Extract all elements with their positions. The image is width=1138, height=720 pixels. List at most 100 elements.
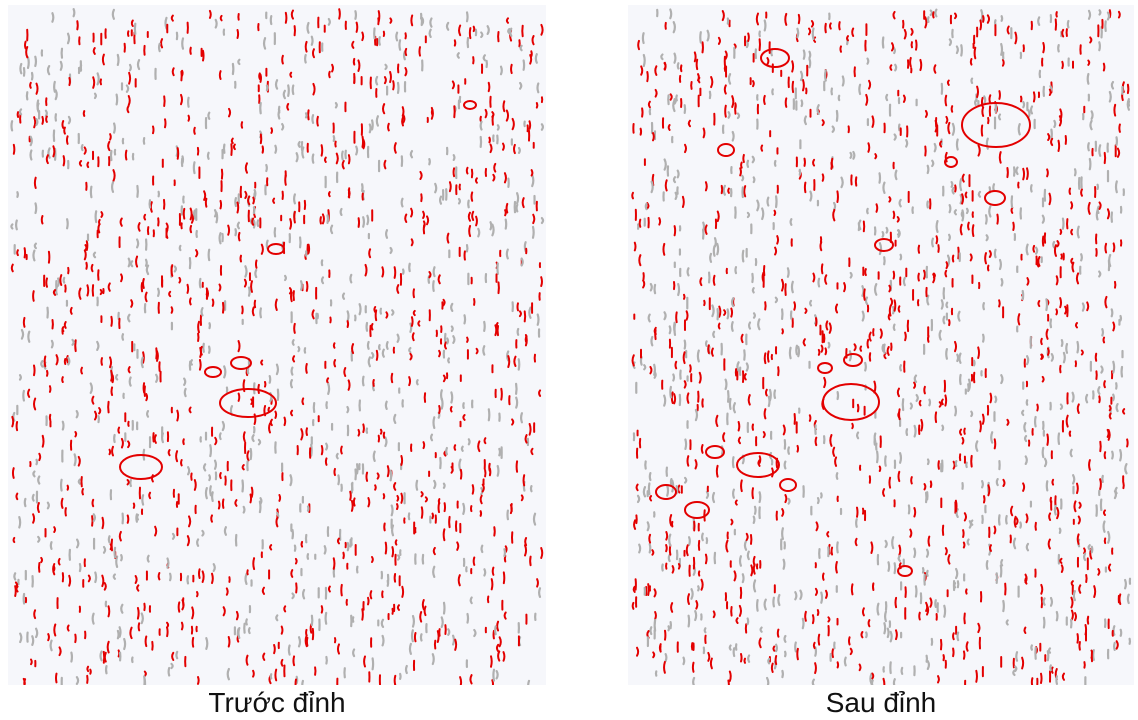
gray-mark xyxy=(116,629,120,640)
gray-mark xyxy=(59,478,63,492)
red-mark xyxy=(487,81,491,93)
gray-mark xyxy=(716,242,720,256)
crater-outline xyxy=(717,143,736,157)
gray-mark xyxy=(1000,374,1004,385)
red-mark xyxy=(965,641,969,652)
red-mark xyxy=(90,263,94,273)
gray-mark xyxy=(200,307,204,317)
gray-mark xyxy=(783,634,787,643)
red-mark xyxy=(364,263,368,277)
gray-mark xyxy=(954,460,958,467)
red-mark xyxy=(409,352,413,361)
gray-mark xyxy=(1045,480,1049,492)
gray-mark xyxy=(400,197,404,208)
gray-mark xyxy=(384,436,388,448)
red-mark xyxy=(927,334,930,343)
gray-mark xyxy=(397,554,401,561)
gray-mark xyxy=(507,28,511,35)
red-mark xyxy=(638,218,642,228)
gray-mark xyxy=(515,396,519,409)
red-mark xyxy=(959,223,963,236)
red-mark xyxy=(100,211,104,218)
red-mark xyxy=(538,389,542,397)
gray-mark xyxy=(1002,599,1005,613)
red-mark xyxy=(811,614,815,625)
crater-outline xyxy=(204,366,223,378)
gray-mark xyxy=(94,571,98,584)
gray-mark xyxy=(367,356,371,368)
red-mark xyxy=(14,585,17,597)
red-mark xyxy=(663,661,666,674)
gray-mark xyxy=(1029,105,1034,115)
red-mark xyxy=(311,309,315,320)
red-mark xyxy=(379,428,383,435)
gray-mark xyxy=(686,267,690,277)
gray-mark xyxy=(450,391,454,404)
gray-mark xyxy=(178,244,182,252)
red-mark xyxy=(149,201,153,213)
gray-mark xyxy=(155,373,159,383)
red-mark xyxy=(176,147,180,160)
red-mark xyxy=(724,104,727,118)
red-mark xyxy=(153,434,157,444)
red-mark xyxy=(763,408,767,420)
red-mark xyxy=(77,455,81,467)
red-mark xyxy=(193,126,196,135)
red-mark xyxy=(193,479,197,491)
red-mark xyxy=(1046,433,1049,446)
gray-mark xyxy=(252,219,256,229)
gray-mark xyxy=(78,562,82,573)
gray-mark xyxy=(380,618,385,628)
red-mark xyxy=(895,629,898,641)
red-mark xyxy=(540,23,544,36)
gray-mark xyxy=(404,664,408,675)
gray-mark xyxy=(642,486,647,498)
red-mark xyxy=(1104,242,1108,254)
red-mark xyxy=(802,338,806,347)
gray-mark xyxy=(713,237,717,248)
gray-mark xyxy=(208,345,211,354)
gray-mark xyxy=(19,632,23,644)
red-mark xyxy=(718,305,722,318)
red-mark xyxy=(946,79,950,86)
caption-after: Sau đỉnh xyxy=(825,687,937,718)
red-mark xyxy=(632,585,636,593)
red-mark xyxy=(733,570,737,582)
gray-mark xyxy=(385,229,389,239)
gray-mark xyxy=(173,265,177,273)
red-mark xyxy=(387,122,390,132)
gray-mark xyxy=(795,344,798,356)
red-mark xyxy=(33,176,37,189)
gray-mark xyxy=(667,553,671,563)
red-mark xyxy=(918,399,922,407)
red-mark xyxy=(305,636,309,647)
red-mark xyxy=(762,431,766,439)
gray-mark xyxy=(958,352,962,364)
red-mark xyxy=(251,306,255,317)
red-mark xyxy=(61,326,65,333)
gray-mark xyxy=(1098,41,1101,52)
red-mark xyxy=(1076,482,1079,495)
gray-mark xyxy=(146,410,150,418)
gray-mark xyxy=(34,55,38,68)
red-mark xyxy=(290,409,294,417)
red-mark xyxy=(269,544,273,551)
red-mark xyxy=(524,537,528,547)
gray-mark xyxy=(520,257,524,267)
red-mark xyxy=(747,32,750,42)
red-mark xyxy=(420,506,424,519)
gray-mark xyxy=(371,352,375,359)
red-mark xyxy=(1070,609,1074,621)
gray-mark xyxy=(346,310,350,322)
gray-mark xyxy=(1124,463,1128,475)
gray-mark xyxy=(773,389,777,399)
gray-mark xyxy=(945,348,948,360)
gray-mark xyxy=(351,616,355,623)
red-mark xyxy=(987,484,991,497)
gray-mark xyxy=(931,237,934,248)
gray-mark xyxy=(274,79,279,90)
gray-mark xyxy=(1029,184,1033,193)
gray-mark xyxy=(781,669,784,679)
gray-mark xyxy=(959,194,963,205)
gray-mark xyxy=(34,202,38,215)
